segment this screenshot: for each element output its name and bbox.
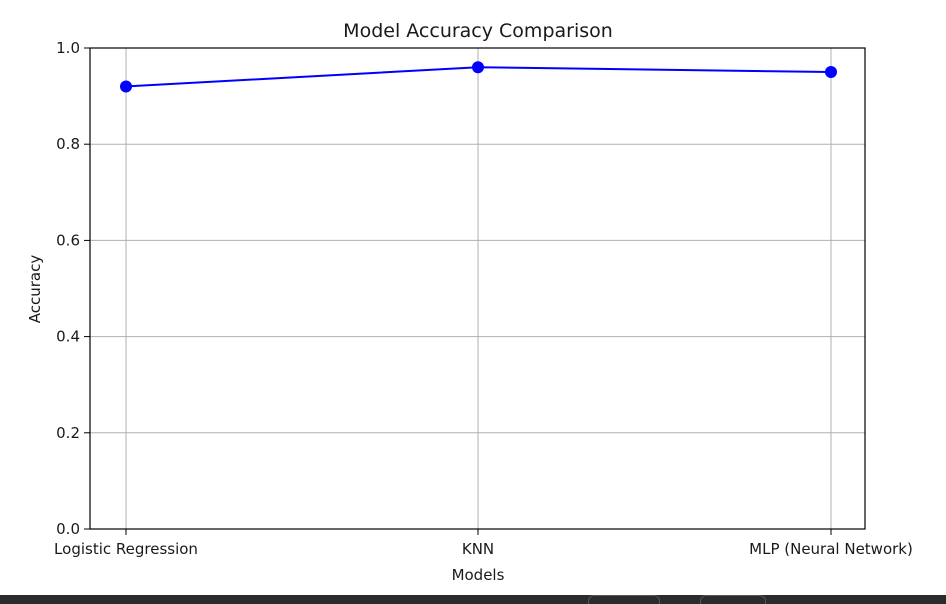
ticks-layer: 0.0 0.2 0.4 0.6 0.8 1.0 Logistic Regression KNN… (54, 39, 913, 558)
data-point-marker (120, 80, 132, 93)
data-point-marker (472, 61, 484, 74)
data-point-marker (825, 66, 837, 79)
series-layer (120, 61, 837, 93)
x-axis-label: Models (452, 566, 505, 584)
x-tick-label: MLP (Neural Network) (749, 540, 913, 558)
x-tick-label: KNN (462, 540, 494, 558)
y-tick-label: 0.6 (56, 231, 80, 249)
y-tick-label: 0.2 (56, 424, 80, 442)
y-axis-label: Accuracy (26, 255, 44, 324)
y-tick-label: 0.8 (56, 135, 80, 153)
y-tick-label: 1.0 (56, 39, 80, 57)
y-tick-label: 0.4 (56, 328, 80, 346)
y-tick-label: 0.0 (56, 520, 80, 538)
x-tick-label: Logistic Regression (54, 540, 198, 558)
chart-title: Model Accuracy Comparison (343, 20, 613, 42)
